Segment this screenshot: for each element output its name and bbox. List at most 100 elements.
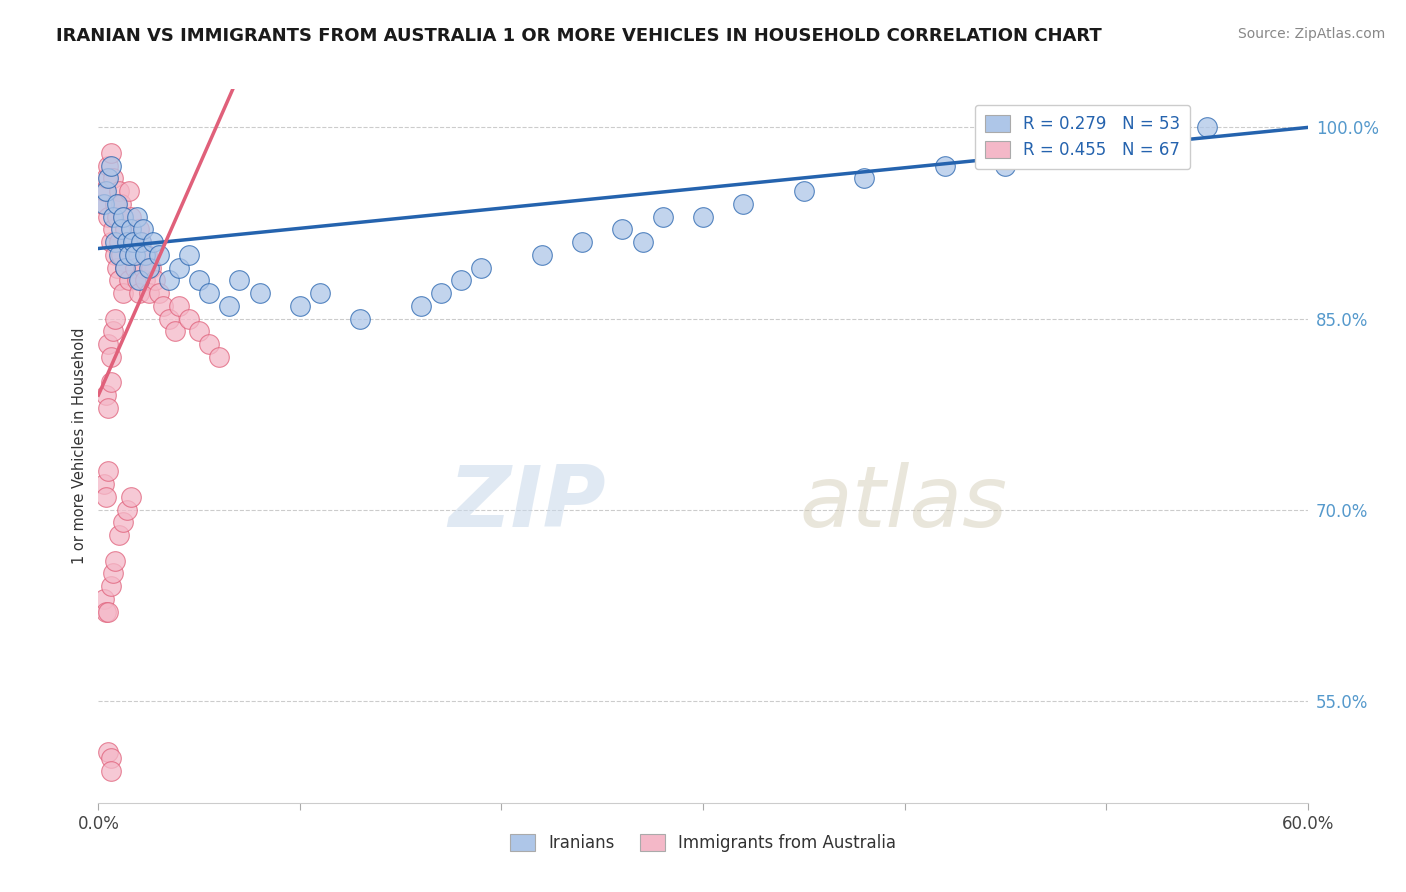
Point [125,273,148,287]
Point [128,286,150,301]
Point [470,260,492,275]
Point [107,184,129,198]
Point [103,235,125,249]
Point [167,299,190,313]
Point [118,248,141,262]
Point [134,273,156,287]
Point [571,235,593,249]
Point [793,184,815,198]
Point [105,197,128,211]
Point [101,324,124,338]
Point [129,235,152,249]
Text: Source: ZipAtlas.com: Source: ZipAtlas.com [1237,27,1385,41]
Point [97,337,120,351]
Point [129,235,152,249]
Point [288,299,311,313]
Point [114,260,136,275]
Point [409,299,432,313]
Point [97,171,120,186]
Point [188,273,211,287]
Point [733,197,755,211]
Point [157,311,180,326]
Point [114,222,136,236]
Point [111,516,134,530]
Point [110,248,132,262]
Point [1135,133,1157,147]
Point [107,273,129,287]
Point [994,159,1017,173]
Point [138,260,160,275]
Text: ZIP: ZIP [449,461,606,545]
Point [128,222,150,236]
Point [132,260,155,275]
Text: atlas: atlas [800,461,1008,545]
Point [450,273,472,287]
Point [96,184,118,198]
Point [114,260,136,275]
Point [430,286,453,301]
Point [138,286,160,301]
Point [101,222,124,236]
Point [110,197,132,211]
Point [107,248,129,262]
Point [228,273,250,287]
Point [91,197,114,211]
Point [179,311,201,326]
Point [651,210,673,224]
Point [118,184,141,198]
Point [631,235,654,249]
Point [115,502,138,516]
Point [157,273,180,287]
Point [110,222,132,236]
Point [188,324,211,338]
Point [152,299,174,313]
Point [93,477,115,491]
Point [120,222,142,236]
Point [97,745,120,759]
Point [96,171,118,186]
Point [198,286,221,301]
Point [103,248,125,262]
Point [97,401,120,415]
Point [101,210,124,224]
Point [349,311,371,326]
Point [163,324,186,338]
Point [167,260,190,275]
Point [101,566,124,581]
Point [120,210,142,224]
Point [100,159,122,173]
Point [97,605,120,619]
Point [100,751,122,765]
Point [96,388,118,402]
Point [135,248,157,262]
Point [692,210,714,224]
Point [105,260,128,275]
Point [115,235,138,249]
Point [134,248,156,262]
Point [93,197,115,211]
Point [612,222,634,236]
Point [1054,145,1077,160]
Point [125,210,148,224]
Point [309,286,332,301]
Point [97,465,120,479]
Point [93,184,115,198]
Text: IRANIAN VS IMMIGRANTS FROM AUSTRALIA 1 OR MORE VEHICLES IN HOUSEHOLD CORRELATION: IRANIAN VS IMMIGRANTS FROM AUSTRALIA 1 O… [56,27,1102,45]
Point [107,528,129,542]
Point [103,311,125,326]
Point [120,248,142,262]
Point [93,591,115,606]
Point [100,376,122,390]
Point [128,273,150,287]
Point [100,145,122,160]
Point [105,210,128,224]
Point [100,764,122,778]
Point [101,171,124,186]
Point [103,197,125,211]
Point [143,273,166,287]
Point [121,235,143,249]
Point [100,579,122,593]
Point [96,605,118,619]
Point [179,248,201,262]
Point [100,235,122,249]
